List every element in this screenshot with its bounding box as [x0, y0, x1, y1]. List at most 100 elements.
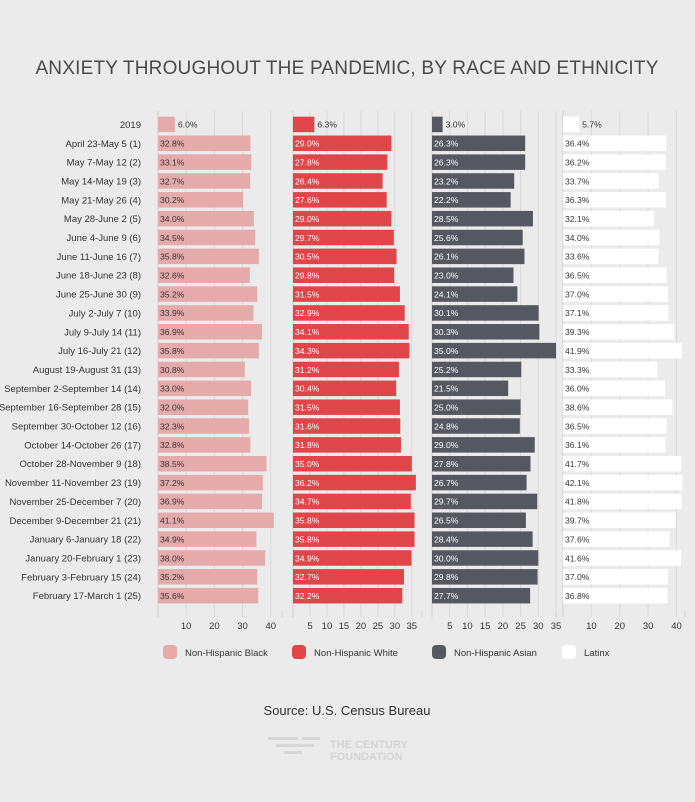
category-label: October 28-November 9 (18) — [20, 459, 141, 470]
tick-label: 35 — [407, 621, 418, 632]
data-label: 34.0% — [160, 214, 185, 224]
data-label: 31.2% — [295, 365, 320, 375]
bar — [158, 210, 254, 227]
legend-swatch — [163, 645, 177, 659]
bar — [158, 116, 175, 133]
data-label: 30.0% — [434, 553, 459, 563]
data-label: 23.0% — [434, 271, 459, 281]
data-label: 39.7% — [565, 516, 590, 526]
bar — [293, 569, 405, 585]
bar — [432, 569, 538, 585]
data-label: 30.3% — [434, 327, 459, 337]
data-label: 32.1% — [565, 214, 590, 224]
data-label: 32.2% — [295, 591, 320, 601]
bar — [432, 531, 533, 547]
bar — [293, 286, 400, 302]
bar — [563, 324, 675, 340]
bar — [432, 116, 443, 133]
tick-label: 30 — [533, 621, 544, 632]
bar — [432, 154, 526, 170]
tick-label: 40 — [265, 621, 276, 632]
data-label: 35.8% — [160, 346, 185, 356]
bar — [293, 192, 387, 208]
data-label: 24.1% — [434, 289, 459, 299]
data-label: 29.7% — [295, 233, 320, 243]
bar — [563, 135, 667, 152]
chart-title: ANXIETY THROUGHOUT THE PANDEMIC, BY RACE… — [35, 58, 658, 79]
category-label: July 16-July 21 (12) — [58, 346, 141, 357]
data-label: 32.8% — [160, 440, 185, 450]
data-label: 32.0% — [160, 402, 185, 412]
bar — [563, 248, 659, 265]
data-label: 21.5% — [434, 384, 459, 394]
data-label: 28.5% — [434, 214, 459, 224]
bar — [432, 361, 522, 378]
data-label: 34.9% — [160, 534, 185, 544]
data-label: 25.6% — [434, 233, 459, 243]
bar — [432, 305, 539, 321]
category-label: February 17-March 1 (25) — [33, 591, 141, 602]
data-label: 30.8% — [160, 365, 185, 375]
bar — [158, 229, 256, 246]
category-label: May 7-May 12 (2) — [67, 158, 141, 169]
bar — [432, 210, 533, 227]
data-label: 24.8% — [434, 421, 459, 431]
bar — [293, 229, 394, 246]
bar — [158, 474, 263, 491]
data-label: 32.9% — [295, 308, 320, 318]
legend-label: Non-Hispanic Black — [185, 648, 268, 659]
legend-swatch — [432, 645, 446, 659]
bar — [432, 437, 535, 453]
data-label: 32.6% — [160, 271, 185, 281]
bar — [563, 437, 666, 453]
data-label: 27.7% — [434, 591, 459, 601]
bar — [563, 229, 660, 246]
bar — [563, 512, 676, 529]
bar — [293, 267, 395, 283]
legend-swatch — [562, 645, 576, 659]
data-label: 26.7% — [434, 478, 459, 488]
bar — [293, 531, 415, 547]
data-label: 27.6% — [295, 195, 320, 205]
category-label: September 2-September 14 (14) — [4, 384, 141, 395]
bar — [158, 399, 249, 415]
bar — [293, 342, 410, 359]
category-label: June 18-June 23 (8) — [56, 271, 141, 282]
bar — [293, 512, 415, 529]
data-label: 31.5% — [295, 289, 320, 299]
data-label: 30.2% — [160, 195, 185, 205]
bar — [293, 380, 397, 397]
category-label: October 14-October 26 (17) — [24, 440, 141, 451]
bar — [432, 192, 511, 208]
legend-swatch — [292, 645, 306, 659]
bar — [432, 248, 525, 265]
axis-ticks: 10 20 30 40 5 10 15 20 25 30 35 5 10 15 20 25 30 35 10 20 30… — [181, 621, 682, 632]
category-label: June 25-June 30 (9) — [56, 290, 141, 301]
tick-label: 20 — [498, 621, 509, 632]
category-label: November 25-December 7 (20) — [10, 497, 141, 508]
bar — [432, 474, 527, 491]
bar — [563, 493, 682, 510]
category-label: September 30-October 12 (16) — [12, 422, 141, 433]
data-label: 37.2% — [160, 478, 185, 488]
data-label: 31.5% — [295, 402, 320, 412]
data-label: 41.8% — [565, 497, 590, 507]
bar — [293, 154, 388, 170]
category-label: February 3-February 15 (24) — [21, 572, 141, 583]
bar — [563, 342, 682, 359]
tick-label: 10 — [462, 621, 473, 632]
bar — [158, 512, 274, 529]
tick-label: 30 — [390, 621, 401, 632]
tick-label: 25 — [515, 621, 526, 632]
logo-line-1: THE CENTURY — [330, 739, 408, 751]
tick-label: 15 — [480, 621, 491, 632]
bar — [432, 455, 531, 472]
bar — [158, 324, 262, 340]
data-label: 33.6% — [565, 252, 590, 262]
data-label: 22.2% — [434, 195, 459, 205]
category-label: May 21-May 26 (4) — [61, 195, 141, 206]
data-label: 36.5% — [565, 271, 590, 281]
data-label: 29.8% — [295, 271, 320, 281]
data-label: 30.1% — [434, 308, 459, 318]
data-label: 35.6% — [160, 591, 185, 601]
